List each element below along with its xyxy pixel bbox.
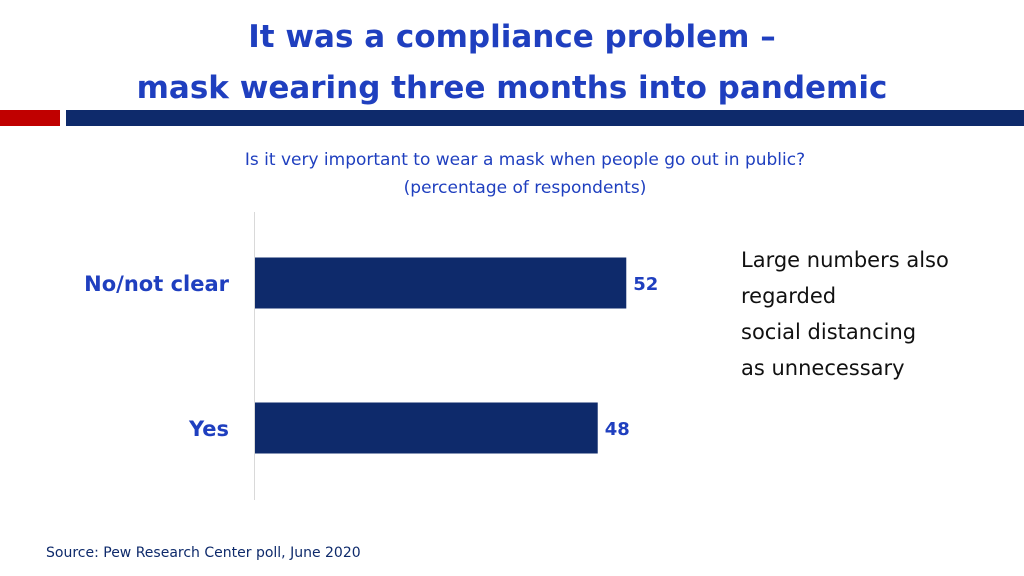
side-note: Large numbers also regarded social dista… [741,242,1021,386]
side-note-line-3: social distancing [741,320,917,344]
chart-subtitle-line-2: (percentage of respondents) [403,178,647,198]
slide-title-line-2: mask wearing three months into pandemic [136,70,888,106]
value-label-yes: 48 [605,419,630,440]
category-label-no-not-clear: No/not clear [84,272,229,296]
bar-no-not-clear [255,257,627,309]
side-note-line-1: Large numbers also [741,248,949,272]
source-note: Source: Pew Research Center poll, June 2… [46,545,361,561]
side-note-line-2: regarded [741,284,837,308]
slide-title-line-1: It was a compliance problem – [248,19,776,55]
chart-subtitle: Is it very important to wear a mask when… [0,146,1024,202]
side-note-line-4: as unnecessary [741,356,905,380]
value-label-no-not-clear: 52 [633,274,658,295]
accent-rule-red [0,110,60,126]
slide-title: It was a compliance problem – mask weari… [0,12,1024,114]
bar-yes [255,402,598,454]
accent-rule-blue [66,110,1024,126]
category-label-yes: Yes [188,417,229,441]
chart-subtitle-line-1: Is it very important to wear a mask when… [244,150,806,170]
bars-group: No/not clear 52 Yes 48 [84,257,658,454]
